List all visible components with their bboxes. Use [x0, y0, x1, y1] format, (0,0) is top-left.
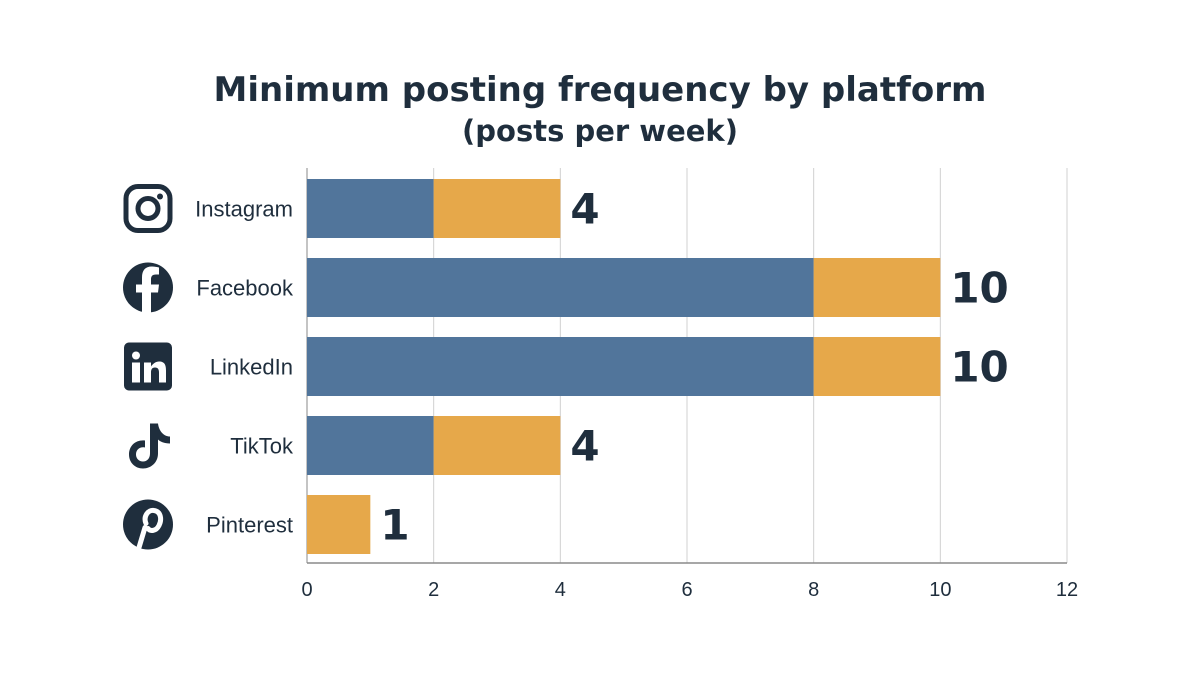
x-tick-label: 6 — [681, 579, 692, 601]
pinterest-icon — [123, 499, 173, 550]
linkedin-i — [132, 362, 140, 383]
x-tick-label: 2 — [428, 579, 439, 601]
data-label: 4 — [570, 185, 599, 234]
category-label: Pinterest — [206, 513, 293, 538]
category-label: Facebook — [196, 276, 294, 301]
bar-segment-2 — [433, 179, 561, 238]
data-label: 1 — [380, 501, 409, 550]
bar-segment-1 — [307, 337, 814, 396]
category-label: TikTok — [230, 434, 294, 459]
x-tick-label: 10 — [929, 579, 951, 601]
category-label: Instagram — [195, 197, 293, 222]
x-tick-label: 0 — [301, 579, 312, 601]
bar-segment-2 — [813, 337, 941, 396]
bar-segment-1 — [307, 416, 434, 475]
instagram-outline — [123, 184, 173, 233]
linkedin-dot — [132, 351, 140, 360]
tiktok-note — [129, 423, 170, 469]
data-label: 10 — [950, 343, 1008, 392]
bar-segment-2 — [813, 258, 941, 317]
x-tick-label: 12 — [1056, 579, 1078, 601]
chart-subtitle: (posts per week) — [462, 114, 738, 148]
linkedin-n — [144, 361, 166, 383]
instagram-dot — [157, 193, 163, 200]
instagram-icon — [123, 184, 173, 233]
facebook-f — [136, 266, 159, 313]
x-tick-label: 4 — [555, 579, 566, 601]
tiktok-icon — [129, 423, 170, 469]
bar-segment-2 — [307, 495, 371, 554]
bar-segment-2 — [433, 416, 561, 475]
facebook-icon — [123, 262, 173, 313]
linkedin-icon — [124, 342, 172, 391]
chart-title: Minimum posting frequency by platform — [213, 70, 987, 110]
category-label: LinkedIn — [210, 355, 293, 380]
bar-segment-1 — [307, 258, 814, 317]
bar-segment-1 — [307, 179, 434, 238]
data-label: 10 — [950, 264, 1008, 313]
instagram-lens — [135, 196, 161, 221]
data-label: 4 — [570, 422, 599, 471]
pinterest-p — [136, 507, 164, 550]
x-tick-label: 8 — [808, 579, 819, 601]
